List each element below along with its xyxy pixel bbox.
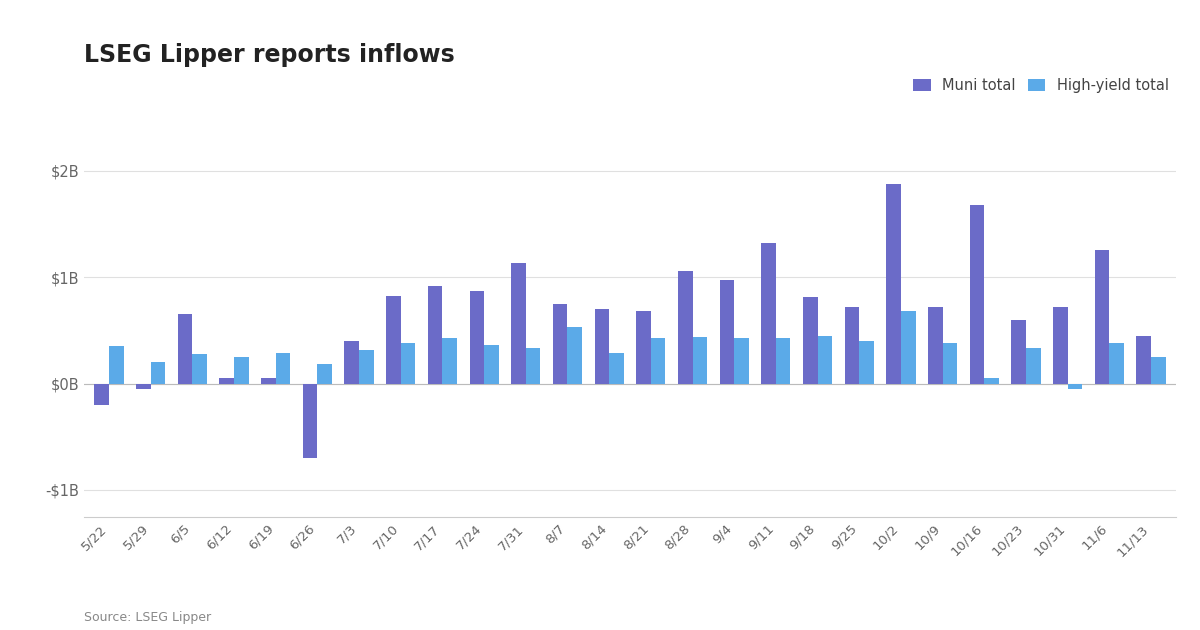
Bar — [720, 280, 734, 384]
Bar — [859, 341, 874, 384]
Bar — [568, 327, 582, 384]
Bar — [1136, 336, 1151, 384]
Bar — [443, 338, 457, 384]
Bar — [220, 378, 234, 384]
Bar — [234, 357, 248, 384]
Bar — [776, 338, 791, 384]
Bar — [734, 338, 749, 384]
Bar — [276, 353, 290, 384]
Bar — [692, 336, 707, 384]
Bar — [887, 185, 901, 384]
Bar — [484, 345, 499, 384]
Bar — [901, 311, 916, 384]
Bar — [178, 314, 192, 384]
Bar — [636, 311, 650, 384]
Bar — [318, 364, 332, 384]
Bar — [109, 346, 124, 384]
Bar — [845, 307, 859, 384]
Bar — [553, 304, 568, 384]
Bar — [136, 384, 151, 389]
Bar — [942, 343, 958, 384]
Bar — [1068, 384, 1082, 389]
Bar — [610, 353, 624, 384]
Bar — [594, 309, 610, 384]
Bar — [1012, 319, 1026, 384]
Bar — [803, 297, 817, 384]
Bar — [428, 285, 443, 384]
Bar — [359, 350, 373, 384]
Bar — [526, 348, 540, 384]
Bar — [401, 343, 415, 384]
Bar — [262, 378, 276, 384]
Bar — [984, 377, 998, 384]
Bar — [678, 271, 692, 384]
Bar — [1094, 250, 1109, 384]
Bar — [650, 338, 666, 384]
Bar — [1151, 357, 1165, 384]
Bar — [928, 307, 942, 384]
Bar — [302, 384, 318, 458]
Bar — [344, 341, 359, 384]
Bar — [151, 362, 166, 384]
Bar — [817, 336, 832, 384]
Bar — [761, 243, 776, 384]
Text: LSEG Lipper reports inflows: LSEG Lipper reports inflows — [84, 43, 455, 67]
Bar — [469, 291, 484, 384]
Bar — [192, 353, 206, 384]
Bar — [970, 205, 984, 384]
Bar — [1054, 307, 1068, 384]
Text: Source: LSEG Lipper: Source: LSEG Lipper — [84, 610, 211, 624]
Bar — [1026, 348, 1040, 384]
Legend: Muni total, High-yield total: Muni total, High-yield total — [913, 78, 1169, 93]
Bar — [511, 263, 526, 384]
Bar — [95, 384, 109, 405]
Bar — [386, 296, 401, 384]
Bar — [1109, 343, 1124, 384]
